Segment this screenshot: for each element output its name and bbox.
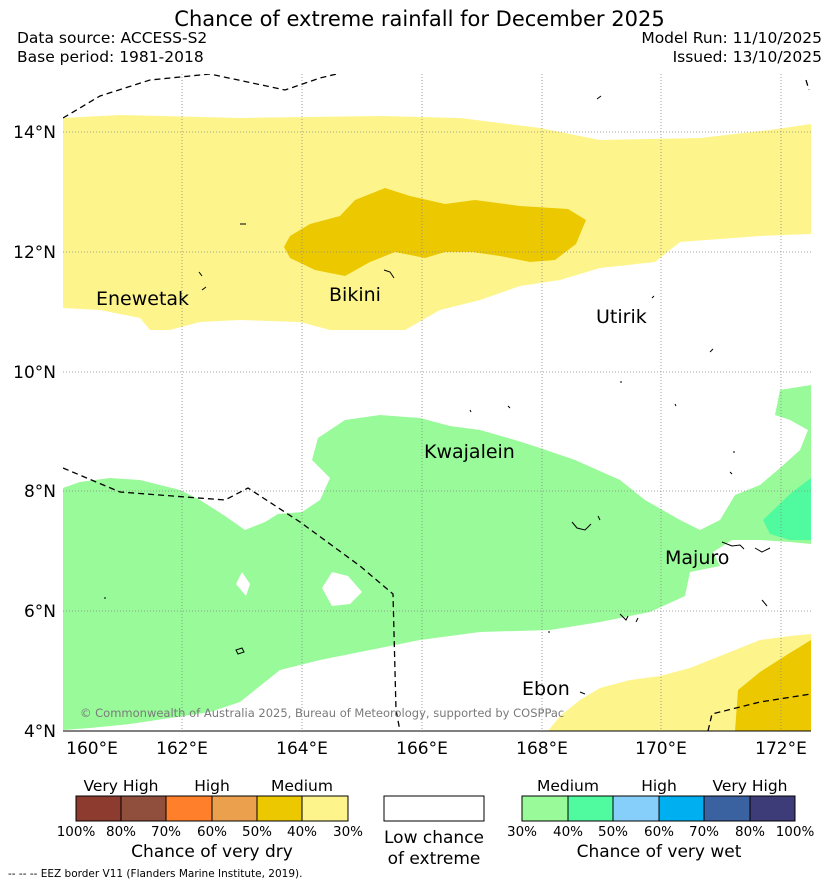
legend-wet-medium: Medium bbox=[537, 777, 599, 795]
lon-tick-172: 172°E bbox=[755, 739, 807, 759]
wet-hole-c bbox=[713, 540, 811, 566]
legend-dry-pct-70: 70% bbox=[151, 824, 181, 840]
lat-tick-8: 8°N bbox=[24, 482, 56, 502]
lat-tick-4: 4°N bbox=[24, 722, 56, 742]
legend-wet: Medium High Very High 30% 40% 50% 60% 70… bbox=[507, 777, 814, 862]
lat-tick-6: 6°N bbox=[24, 602, 56, 622]
legend-dry-high: High bbox=[194, 777, 230, 795]
issued-date: Issued: 13/10/2025 bbox=[672, 48, 822, 66]
lon-tick-166: 166°E bbox=[396, 739, 448, 759]
legend-dry-swatch-2 bbox=[120, 795, 167, 822]
lon-tick-164: 164°E bbox=[276, 739, 328, 759]
model-run: Model Run: 11/10/2025 bbox=[641, 29, 822, 47]
legend-wet-swatch-1 bbox=[521, 795, 569, 822]
legend-neutral-swatch bbox=[383, 795, 485, 822]
legend-wet-pct-40: 40% bbox=[553, 824, 583, 840]
legend-dry-pct-80: 80% bbox=[106, 824, 136, 840]
lon-tick-170: 170°E bbox=[635, 739, 687, 759]
map-plot-area bbox=[63, 74, 811, 731]
lon-tick-162: 162°E bbox=[156, 739, 208, 759]
legend-wet-caption: Chance of very wet bbox=[577, 842, 742, 862]
place-bikini: Bikini bbox=[329, 284, 381, 306]
legend-dry-caption: Chance of very dry bbox=[131, 842, 293, 862]
legend-wet-swatch-6 bbox=[749, 795, 796, 822]
legend-dry-pct-30: 30% bbox=[333, 824, 363, 840]
legend-wet-pct-70: 70% bbox=[689, 824, 719, 840]
legend-dry-swatch-4 bbox=[211, 795, 258, 822]
lon-tick-168: 168°E bbox=[516, 739, 568, 759]
legend-dry-pct-100: 100% bbox=[57, 824, 96, 840]
wet-hole-b bbox=[236, 572, 250, 596]
wet-hole-a bbox=[322, 572, 362, 606]
legend-dry-very-high: Very High bbox=[83, 777, 158, 795]
legend-neutral-caption-1: Low chance bbox=[384, 828, 484, 848]
legend-wet-pct-30: 30% bbox=[507, 824, 537, 840]
legend-wet-swatch-5 bbox=[703, 795, 751, 822]
legend-dry-swatch-3 bbox=[165, 795, 213, 822]
legend-wet-very-high: Very High bbox=[712, 777, 787, 795]
lat-tick-14: 14°N bbox=[13, 123, 56, 143]
place-ebon: Ebon bbox=[522, 678, 570, 700]
place-enewetak: Enewetak bbox=[96, 288, 189, 310]
legend-wet-pct-100: 100% bbox=[776, 824, 815, 840]
data-source: Data source: ACCESS-S2 bbox=[17, 29, 208, 47]
legend-wet-high: High bbox=[641, 777, 677, 795]
legend-dry-swatch-6 bbox=[301, 795, 349, 822]
legend-dry-swatch-1 bbox=[75, 795, 122, 822]
legend-dry: Very High High Medium 100% 80% 70% 60% 5… bbox=[57, 777, 363, 862]
copyright-notice: © Commonwealth of Australia 2025, Bureau… bbox=[80, 706, 564, 720]
dry-region-north-core bbox=[284, 188, 586, 276]
legend-dry-pct-60: 60% bbox=[197, 824, 227, 840]
dry-region-south-core bbox=[735, 640, 811, 731]
legend-dry-medium: Medium bbox=[271, 777, 333, 795]
map-title: Chance of extreme rainfall for December … bbox=[174, 7, 665, 31]
lon-tick-160: 160°E bbox=[66, 739, 118, 759]
lat-tick-12: 12°N bbox=[13, 243, 56, 263]
place-labels: Enewetak Bikini Utirik Kwajalein Majuro … bbox=[96, 284, 729, 700]
legend-neutral-caption-2: of extreme bbox=[388, 849, 481, 869]
wet-region bbox=[63, 385, 811, 730]
legend-dry-swatch-5 bbox=[256, 795, 303, 822]
legend-wet-swatch-4 bbox=[658, 795, 705, 822]
eez-borders bbox=[63, 74, 811, 731]
legend-neutral: Low chance of extreme bbox=[383, 795, 485, 869]
longitude-axis: 160°E 162°E 164°E 166°E 168°E 170°E 172°… bbox=[66, 739, 807, 759]
legend-wet-swatch-3 bbox=[612, 795, 660, 822]
base-period: Base period: 1981-2018 bbox=[17, 48, 204, 66]
eez-border-note: -- -- -- EEZ border V11 (Flanders Marine… bbox=[8, 868, 302, 880]
meta-right: Model Run: 11/10/2025 Issued: 13/10/2025 bbox=[641, 29, 822, 67]
legend-wet-pct-50: 50% bbox=[598, 824, 628, 840]
wet-region-core bbox=[763, 478, 811, 540]
place-utirik: Utirik bbox=[596, 306, 647, 328]
legend-dry-pct-40: 40% bbox=[287, 824, 317, 840]
island-outlines bbox=[104, 95, 771, 695]
legend-dry-pct-50: 50% bbox=[242, 824, 272, 840]
legend-wet-pct-80: 80% bbox=[735, 824, 765, 840]
latitude-axis: 14°N 12°N 10°N 8°N 6°N 4°N bbox=[13, 123, 56, 742]
place-kwajalein: Kwajalein bbox=[424, 441, 515, 463]
lat-tick-10: 10°N bbox=[13, 363, 56, 383]
meta-left: Data source: ACCESS-S2 Base period: 1981… bbox=[17, 29, 207, 67]
legend-wet-swatch-2 bbox=[567, 795, 614, 822]
place-majuro: Majuro bbox=[665, 547, 729, 569]
legend-wet-pct-60: 60% bbox=[644, 824, 674, 840]
